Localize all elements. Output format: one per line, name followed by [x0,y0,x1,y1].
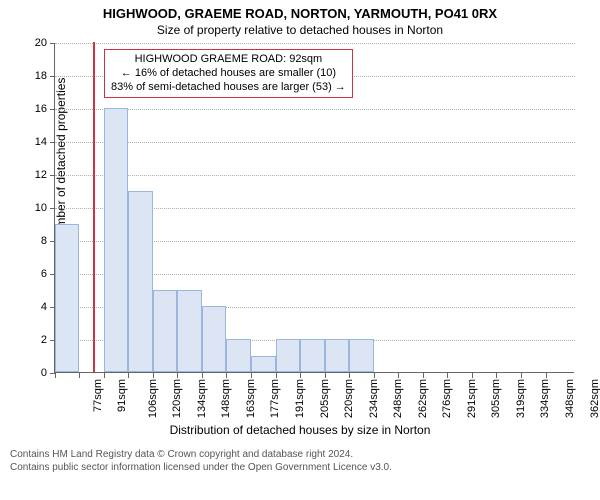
x-tick-label: 276sqm [441,379,453,418]
x-tick-label: 334sqm [539,379,551,418]
histogram-bar [104,108,128,372]
x-tick [226,373,227,378]
histogram-bar [276,339,300,372]
x-tick [325,373,326,378]
x-tick [300,373,301,378]
gridline [55,109,575,110]
chart-title-line2: Size of property relative to detached ho… [0,23,600,37]
histogram-bar [177,290,202,373]
y-tick-label: 10 [17,202,47,214]
x-tick-label: 205sqm [319,379,331,418]
x-tick [472,373,473,378]
histogram-bar [226,339,251,372]
y-tick [50,142,55,143]
y-tick-label: 6 [17,268,47,280]
x-tick-label: 362sqm [589,379,600,418]
y-tick-label: 18 [17,70,47,82]
x-tick-label: 262sqm [417,379,429,418]
y-tick [50,109,55,110]
y-tick-label: 2 [17,334,47,346]
x-tick-label: 291sqm [466,379,478,418]
histogram-bar [300,339,325,372]
y-tick [50,43,55,44]
x-tick [177,373,178,378]
annotation-line: 83% of semi-detached houses are larger (… [111,81,346,95]
x-axis-label: Distribution of detached houses by size … [0,423,600,437]
y-tick-label: 16 [17,103,47,115]
histogram-bar [202,306,226,372]
footer-line-2: Contains public sector information licen… [10,462,600,475]
gridline [55,142,575,143]
x-tick-label: 77sqm [92,379,104,412]
y-tick [50,208,55,209]
histogram-bar [349,339,374,372]
histogram-bar [251,356,276,373]
x-tick [104,373,105,378]
annotation-box: HIGHWOOD GRAEME ROAD: 92sqm← 16% of deta… [104,49,353,98]
y-tick-label: 20 [17,37,47,49]
x-tick [153,373,154,378]
x-tick [349,373,350,378]
x-tick-label: 234sqm [368,379,380,418]
x-tick [546,373,547,378]
y-tick-label: 14 [17,136,47,148]
chart-title-line1: HIGHWOOD, GRAEME ROAD, NORTON, YARMOUTH,… [0,6,600,21]
chart-area: Number of detached properties 0246810121… [54,43,574,373]
y-tick-label: 12 [17,169,47,181]
x-tick-label: 348sqm [564,379,576,418]
annotation-line: HIGHWOOD GRAEME ROAD: 92sqm [111,53,346,67]
x-tick-label: 248sqm [392,379,404,418]
x-tick [374,373,375,378]
y-tick-label: 8 [17,235,47,247]
x-tick [447,373,448,378]
histogram-bar [325,339,349,372]
y-tick-label: 4 [17,301,47,313]
histogram-bar [128,191,153,373]
y-tick-label: 0 [17,367,47,379]
x-tick-label: 148sqm [220,379,232,418]
histogram-bar [55,224,79,373]
x-tick [398,373,399,378]
attribution-footer: Contains HM Land Registry data © Crown c… [10,449,600,474]
property-marker-line [93,42,95,372]
x-tick-label: 177sqm [269,379,281,418]
x-tick [55,373,56,378]
histogram-bar [153,290,177,373]
gridline [55,43,575,44]
x-tick-label: 305sqm [490,379,502,418]
x-tick [251,373,252,378]
x-tick-label: 106sqm [147,379,159,418]
y-tick [50,175,55,176]
x-tick [423,373,424,378]
x-tick-label: 134sqm [196,379,208,418]
x-tick-label: 319sqm [515,379,527,418]
x-tick [276,373,277,378]
x-tick-label: 220sqm [343,379,355,418]
x-tick-label: 120sqm [171,379,183,418]
x-tick-label: 191sqm [294,379,306,418]
x-tick-label: 163sqm [245,379,257,418]
x-tick [128,373,129,378]
y-tick [50,76,55,77]
footer-line-1: Contains HM Land Registry data © Crown c… [10,449,600,462]
annotation-line: ← 16% of detached houses are smaller (10… [111,67,346,81]
x-tick [496,373,497,378]
x-tick [202,373,203,378]
x-tick [79,373,80,378]
x-tick-label: 91sqm [116,379,128,412]
x-tick [521,373,522,378]
gridline [55,175,575,176]
